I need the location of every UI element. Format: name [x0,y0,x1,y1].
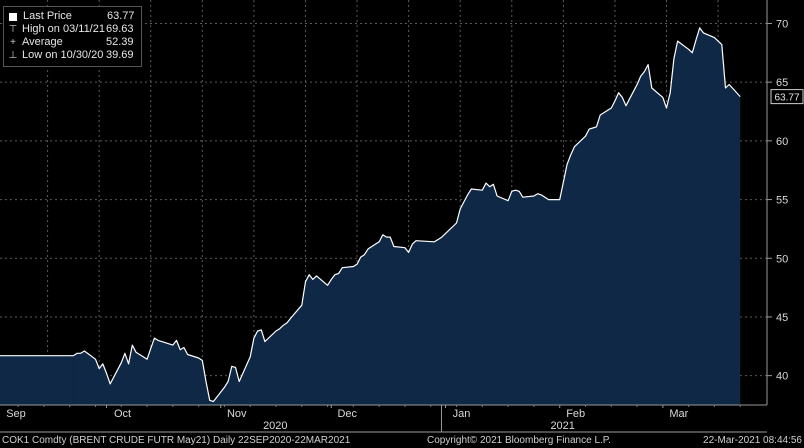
x-month-label: Jan [453,408,471,420]
legend: Last Price 63.77 ⊤ High on 03/11/21 69.6… [3,6,142,67]
legend-value: 63.77 [107,10,135,22]
copyright-text: Copyright© 2021 Bloomberg Finance L.P. [427,435,611,446]
x-month-label: Feb [566,408,585,420]
average-marker-icon: + [10,37,16,48]
security-description: COK1 Comdty (BRENT CRUDE FUTR May21) Dai… [2,435,351,446]
footer: COK1 Comdty (BRENT CRUDE FUTR May21) Dai… [0,434,804,448]
legend-label: Low on 10/30/20 [22,49,104,61]
x-month-label: Nov [227,408,247,420]
price-line [73,27,741,403]
price-area [73,27,741,406]
y-tick-label: 60 [776,136,788,148]
square-marker-icon [9,12,17,21]
legend-label: Last Price [23,10,72,22]
legend-row-last-price: Last Price 63.77 [8,10,135,23]
x-year-label: 2020 [263,420,287,432]
y-tick-label: 40 [776,371,788,383]
x-year-label: 2021 [550,420,574,432]
axes: 40 45 50 55 60 65 70 Sep Oct Nov Dec Jan Feb Mar 2020 2… [0,0,804,433]
x-month-label: Sep [6,408,26,420]
y-tick-label: 50 [776,253,788,265]
y-tick-label: 65 [776,77,788,89]
legend-row-high: ⊤ High on 03/11/21 69.63 [8,23,135,36]
y-tick-label: 70 [776,18,788,30]
y-tick-label: 55 [776,195,788,207]
grid [0,0,767,405]
low-marker-icon: ⊥ [8,50,18,61]
x-month-label: Oct [114,408,131,420]
timestamp: 22-Mar-2021 08:44:56 [703,435,802,446]
last-price-label: 63.77 [774,93,799,104]
last-price-box [770,89,804,105]
legend-row-average: + Average 52.39 [8,36,135,49]
legend-label: Average [22,36,63,48]
legend-value: 52.39 [106,36,134,48]
x-month-label: Dec [337,408,357,420]
legend-label: High on 03/11/21 [22,23,105,35]
x-month-label: Mar [669,408,688,420]
high-marker-icon: ⊤ [8,24,18,35]
legend-row-low: ⊥ Low on 10/30/20 39.69 [8,49,135,62]
price-area-start [0,355,74,405]
legend-value: 69.63 [106,23,134,35]
y-tick-label: 45 [776,312,788,324]
legend-value: 39.69 [106,49,134,61]
